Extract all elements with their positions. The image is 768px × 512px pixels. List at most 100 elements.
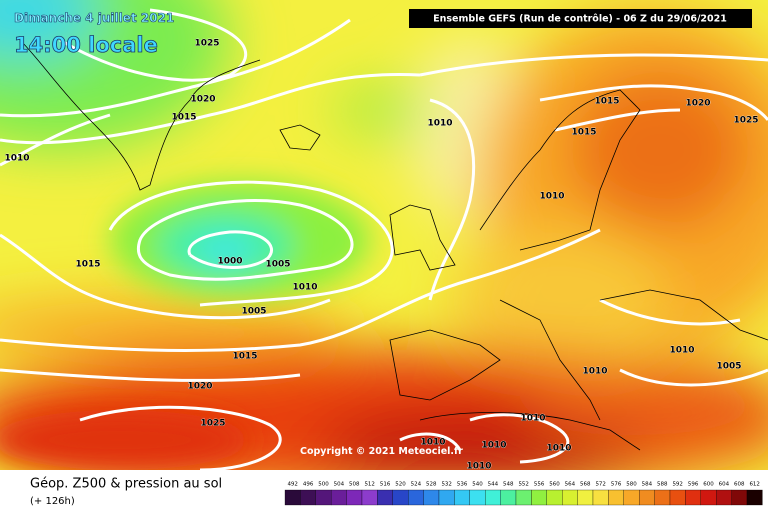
scale-swatch <box>685 489 701 506</box>
isobar-label: 1020 <box>190 95 215 105</box>
scale-label: 604 <box>719 482 730 488</box>
scale-swatch <box>546 489 563 506</box>
scale-label: 544 <box>488 482 499 488</box>
isobar-label: 1010 <box>669 346 694 356</box>
isobar-label: 1010 <box>520 414 545 424</box>
scale-swatch <box>654 489 671 506</box>
scale-label: 556 <box>534 482 545 488</box>
footer-lead: (+ 126h) <box>30 496 75 507</box>
isobar-label: 1025 <box>194 39 219 49</box>
isobar-label: 1010 <box>420 438 445 448</box>
scale-swatch <box>716 489 732 506</box>
scale-swatch <box>746 489 763 506</box>
scale-label: 520 <box>395 482 406 488</box>
forecast-time: 14:00 locale <box>14 33 158 57</box>
scale-swatch <box>438 489 455 506</box>
isobar-label: 1020 <box>685 99 710 109</box>
scale-label: 592 <box>672 482 683 488</box>
scale-swatch <box>623 489 640 506</box>
color-scale: 492 496 500 504 508 512 516 520 524 528 532 536 540 5… <box>284 482 763 506</box>
isobar-label: 1010 <box>539 192 564 202</box>
isobar-label: 1005 <box>241 307 266 317</box>
isobar-label: 1010 <box>466 462 491 472</box>
scale-swatch <box>408 489 424 506</box>
isobar-label: 1005 <box>265 260 290 270</box>
isobar-label: 1010 <box>4 154 29 164</box>
scale-label: 588 <box>657 482 668 488</box>
scale-label: 600 <box>703 482 714 488</box>
isobar-label: 1015 <box>171 113 196 123</box>
scale-label: 564 <box>565 482 576 488</box>
scale-swatch <box>423 489 440 506</box>
scale-label: 504 <box>334 482 345 488</box>
isobar-label: 1015 <box>232 352 257 362</box>
scale-swatch <box>392 489 409 506</box>
footer-title: Géop. Z500 & pression au sol <box>30 477 222 492</box>
scale-swatch <box>669 489 686 506</box>
isobar-label: 1010 <box>546 444 571 454</box>
scale-swatch <box>469 489 486 506</box>
scale-label: 612 <box>749 482 760 488</box>
scale-label: 492 <box>287 482 298 488</box>
isobar-label: 1015 <box>75 260 100 270</box>
isobar-label: 1000 <box>217 257 242 267</box>
coastlines <box>19 39 768 451</box>
scale-swatch <box>361 489 378 506</box>
scale-swatch <box>577 489 594 506</box>
scale-label: 508 <box>349 482 360 488</box>
scale-label: 524 <box>411 482 422 488</box>
scale-swatch <box>731 489 748 506</box>
model-banner <box>409 9 752 28</box>
scale-swatch <box>377 489 393 506</box>
isobar-label: 1020 <box>187 382 212 392</box>
isobar-label: 1015 <box>571 128 596 138</box>
isobar-label: 1025 <box>200 419 225 429</box>
isobar-label: 1015 <box>594 97 619 107</box>
scale-swatch <box>346 489 363 506</box>
scale-label: 548 <box>503 482 514 488</box>
scale-swatch <box>284 489 301 506</box>
scale-swatch <box>639 489 655 506</box>
geopotential-field <box>0 0 768 470</box>
isobar-labels: 1025 1020 1015 1010 1010 1015 1020 1025 1015 1010… <box>4 38 759 472</box>
isobar-label: 1010 <box>292 283 317 293</box>
forecast-date: Dimanche 4 juillet 2021 <box>14 11 174 25</box>
scale-label: 528 <box>426 482 437 488</box>
isobar-label: 1010 <box>481 441 506 451</box>
scale-swatch <box>515 489 532 506</box>
isobars <box>0 8 768 470</box>
scale-label: 568 <box>580 482 591 488</box>
scale-label: 496 <box>303 482 314 488</box>
scale-swatch <box>485 489 501 506</box>
scale-swatch <box>592 489 609 506</box>
scale-label: 584 <box>642 482 653 488</box>
scale-label: 596 <box>688 482 699 488</box>
scale-label: 576 <box>611 482 622 488</box>
isobar-label: 1025 <box>733 116 758 126</box>
scale-label: 560 <box>549 482 560 488</box>
copyright: Copyright © 2021 Meteociel.fr <box>300 446 463 457</box>
scale-swatch <box>454 489 470 506</box>
scale-label: 572 <box>595 482 606 488</box>
scale-swatch <box>300 489 316 506</box>
isobar-label: 1005 <box>716 362 741 372</box>
scale-label: 536 <box>457 482 468 488</box>
scale-swatch <box>562 489 578 506</box>
scale-label: 540 <box>472 482 483 488</box>
scale-label: 532 <box>441 482 452 488</box>
scale-label: 516 <box>380 482 391 488</box>
isobar-label: 1010 <box>427 119 452 129</box>
isobar-label: 1010 <box>582 367 607 377</box>
scale-label: 580 <box>626 482 637 488</box>
scale-label: 512 <box>364 482 375 488</box>
scale-label: 500 <box>318 482 329 488</box>
scale-swatch <box>700 489 717 506</box>
scale-label: 608 <box>734 482 745 488</box>
model-info: Ensemble GEFS (Run de contrôle) - 06 Z d… <box>433 14 727 25</box>
scale-swatch <box>331 489 347 506</box>
scale-swatch <box>608 489 624 506</box>
scale-swatch <box>500 489 517 506</box>
scale-swatch <box>531 489 547 506</box>
